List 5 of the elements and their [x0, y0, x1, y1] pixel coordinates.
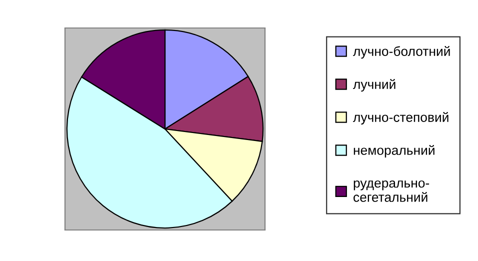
legend-label: лучний [353, 79, 396, 92]
legend-label: неморальний [354, 145, 434, 158]
legend-label: лучно-болотний [353, 46, 450, 59]
legend-label: лучно-степовий [353, 112, 448, 125]
legend-label: рудерально-сегетальний [354, 180, 430, 202]
